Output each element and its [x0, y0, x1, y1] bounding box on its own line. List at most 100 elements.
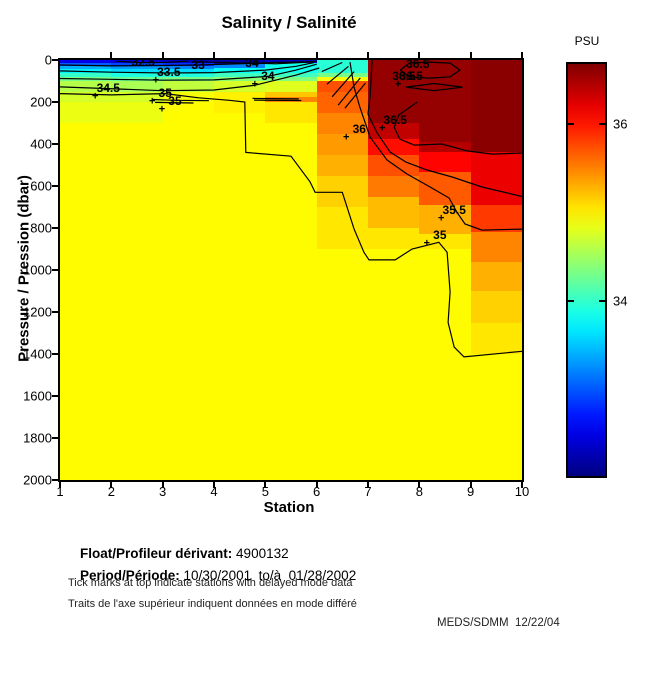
y-tick-label: 600 — [30, 178, 52, 194]
contour-line-36.5 — [399, 61, 461, 79]
credit-stamp: MEDS/SDMM 12/22/04 — [437, 617, 560, 629]
contour-label-marker: + — [378, 122, 386, 135]
contour-label: 36.5 — [392, 68, 416, 83]
contour-label-marker: + — [158, 103, 166, 116]
heatmap-cell — [470, 354, 522, 480]
float-id-label: Float/Profileur dérivant: — [80, 546, 233, 561]
colorbar — [566, 62, 607, 478]
heatmap-cell — [316, 60, 369, 74]
x-tick-label: 1 — [56, 484, 64, 499]
tick-mark — [418, 52, 421, 58]
y-tick-label: 200 — [30, 94, 52, 110]
heatmap-cell — [316, 249, 369, 480]
tick-mark — [52, 143, 58, 145]
heatmap-cell — [470, 232, 522, 263]
heatmap-cell — [470, 60, 522, 154]
heatmap-cell — [214, 76, 267, 82]
heatmap-cell — [111, 102, 164, 124]
tick-mark — [59, 482, 61, 488]
heatmap-cell — [60, 72, 113, 78]
tick-mark — [52, 311, 58, 313]
contour-line-33 — [60, 61, 312, 67]
heatmap-cell — [368, 228, 421, 250]
tick-mark — [52, 269, 58, 271]
heatmap-cell — [265, 76, 318, 82]
contour-label-marker: + — [149, 95, 156, 108]
heatmap-cell — [265, 81, 318, 93]
heatmap-cell — [368, 60, 421, 124]
heatmap-cell — [214, 64, 267, 70]
heatmap-cell — [214, 91, 267, 114]
heatmap-cell — [316, 81, 369, 93]
contour-label: 36.5 — [399, 69, 423, 84]
tick-mark — [521, 482, 523, 488]
heatmap-cell — [60, 102, 113, 124]
tick-mark — [213, 52, 215, 58]
heatmap-cell — [60, 66, 113, 71]
contour-lines — [60, 60, 522, 358]
y-tick-label: 800 — [30, 220, 52, 236]
tick-mark — [52, 185, 58, 187]
colorbar-tick-mark — [599, 299, 607, 302]
heatmap-cell — [60, 91, 113, 103]
period-label: Period/Période: — [80, 568, 180, 583]
heatmap-cell — [60, 123, 113, 480]
contour-label-marker: + — [423, 237, 431, 250]
tick-mark — [52, 59, 58, 61]
heatmap-cell — [265, 96, 318, 103]
heatmap-cell — [162, 60, 215, 64]
heatmap-cell — [419, 141, 472, 154]
contour-line-34 — [193, 60, 317, 65]
contour-label: 35 — [433, 228, 447, 243]
x-tick-label: 7 — [364, 484, 372, 499]
heatmap-cell — [316, 133, 369, 156]
contour-label: 32.5 — [131, 58, 155, 70]
contour-label: 33.5 — [157, 65, 181, 80]
heatmap-cell — [214, 72, 267, 78]
y-tick-label: 0 — [44, 52, 52, 68]
contour-label: 36.5 — [383, 113, 407, 128]
contour-line-34.5 — [60, 67, 320, 92]
contour-line-32.5 — [116, 60, 189, 64]
float-id-value: 4900132 — [232, 546, 289, 561]
tick-mark — [110, 52, 113, 58]
x-tick-label: 9 — [467, 484, 475, 499]
contour-line-36 — [344, 82, 366, 109]
plot-area: 32.5 33 33.5 +34 34 +34.5 +35 +35 +36.5 36.5 36.5 +… — [58, 58, 524, 482]
delayed-mode-note-fr: Traits de l'axe supérieur indiquent donn… — [68, 598, 357, 610]
heatmap-cell — [316, 154, 369, 177]
heatmap-cell — [368, 196, 421, 229]
tick-mark — [52, 395, 58, 397]
x-tick-label: 8 — [415, 484, 423, 499]
colorbar-units-label: PSU — [574, 34, 600, 48]
heatmap-cell — [316, 72, 369, 78]
tick-mark — [52, 353, 58, 355]
contour-label: 35.5 — [442, 203, 466, 218]
contour-label: 34 — [261, 68, 275, 83]
heatmap-cell — [368, 249, 421, 480]
heatmap-cell — [316, 91, 369, 114]
colorbar-tick-mark — [566, 299, 574, 302]
chart-title: Salinity / Salinité — [221, 13, 357, 32]
float-id-line: Float/Profileur dérivant: 4900132 — [65, 531, 289, 576]
contour-line-35 — [154, 101, 194, 104]
heatmap-cell — [162, 69, 215, 74]
y-tick-label: 1800 — [23, 430, 52, 446]
x-tick-label: 5 — [261, 484, 269, 499]
heatmap-cell — [419, 60, 472, 143]
tick-mark — [52, 227, 58, 229]
heatmap-cell — [265, 91, 318, 98]
contour-label: 33 — [191, 58, 205, 73]
heatmap-cell — [60, 81, 113, 93]
contour-label: 36.5 — [406, 58, 430, 72]
heatmap-cell — [111, 91, 164, 103]
contour-label-marker: + — [251, 78, 259, 91]
heatmap-cell — [162, 102, 215, 480]
contour-line-36.5 — [405, 82, 463, 92]
heatmap-cell — [470, 322, 522, 355]
heatmap-cell — [265, 102, 318, 124]
tick-mark — [264, 482, 267, 488]
contour-line-33.5 — [60, 61, 315, 74]
heatmap-cell — [470, 291, 522, 324]
x-axis-label: Station — [263, 499, 315, 516]
